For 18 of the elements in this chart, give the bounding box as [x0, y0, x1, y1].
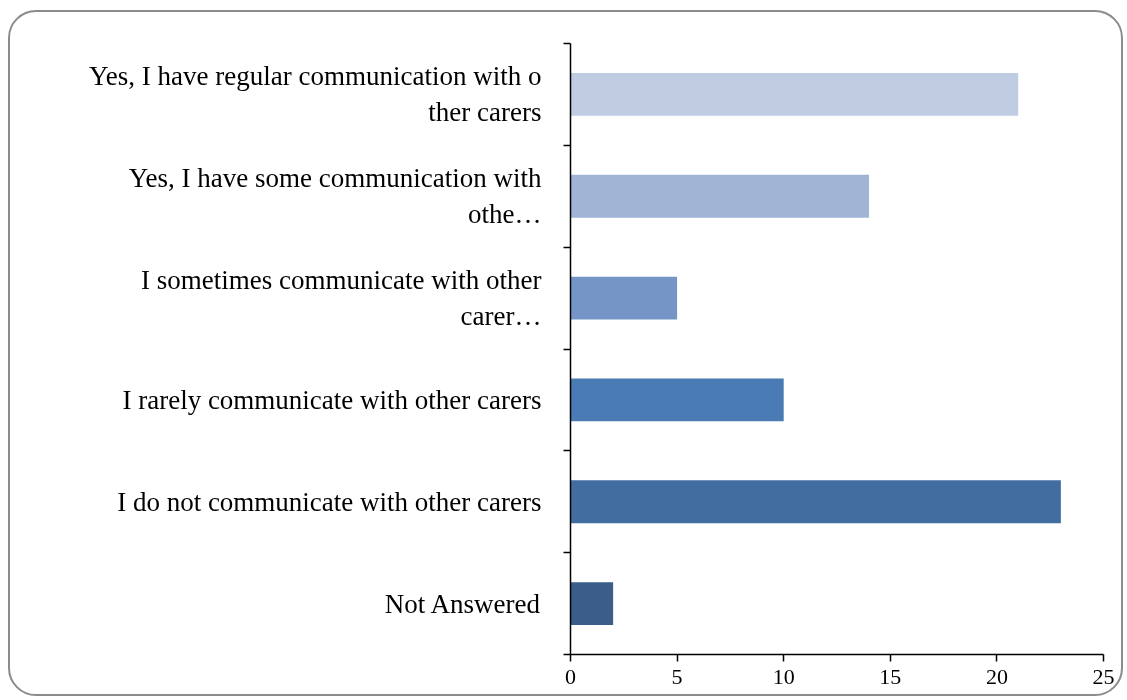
x-tick-label: 25 — [1092, 663, 1115, 689]
x-tick-label: 15 — [879, 663, 902, 689]
x-tick-label: 20 — [985, 663, 1008, 689]
bar — [570, 378, 784, 422]
bar — [570, 174, 869, 218]
y-tick-label: I sometimes communicate with other carer… — [141, 265, 542, 332]
y-tick-label: Yes, I have some communication with othe… — [128, 163, 542, 230]
y-tick-label: I rarely communicate with other carers — [122, 384, 542, 415]
bar — [570, 480, 1061, 524]
bar — [570, 73, 1019, 116]
y-tick-label: Yes, I have regular communication with o ther carers — [89, 61, 542, 128]
bar — [570, 582, 614, 625]
y-tick-label: Not Answered — [384, 588, 541, 619]
x-tick-label: 5 — [671, 663, 683, 689]
bar — [570, 276, 678, 320]
y-tick-label: I do not communicate with other carers — [117, 486, 542, 517]
x-tick-label: 10 — [772, 663, 795, 689]
x-tick-label: 0 — [565, 663, 576, 689]
